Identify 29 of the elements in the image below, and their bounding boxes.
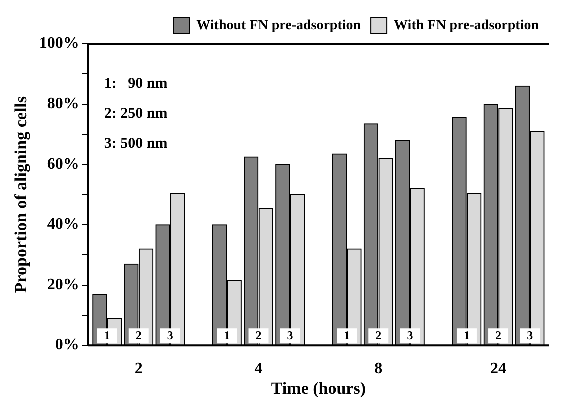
x-tick-label: 3 (407, 328, 414, 343)
x-tick-label: 2 (376, 328, 382, 343)
text: 24 (490, 360, 507, 378)
text: 8 (374, 360, 383, 378)
y-tick-label: 80% (47, 95, 80, 112)
y-tick-label: 0% (55, 336, 80, 354)
x-tick-label: 3 (167, 328, 174, 343)
x-tick-label: 2 (256, 328, 262, 343)
text: 4 (254, 360, 263, 378)
annotation: 3: 500 nm (104, 136, 168, 152)
x-axis-title: Time (hours) (271, 379, 366, 398)
y-axis-title: Proportion of aligning cells (12, 96, 31, 294)
x-tick-label: 1 (224, 328, 230, 343)
x-tick-label: 1 (344, 328, 350, 343)
x-tick-label: 3 (527, 328, 534, 343)
x-tick-label: 1 (104, 328, 110, 343)
x-tick-label: 3 (287, 328, 294, 343)
legend-label: With FN pre-adsorption (394, 18, 540, 34)
y-tick-label: 40% (47, 216, 80, 234)
x-tick-label: 1 (464, 328, 470, 343)
annotation: 2: 250 nm (104, 106, 168, 122)
y-tick-label: 60% (47, 156, 80, 173)
annotation: 1: 90 nm (104, 76, 168, 92)
x-tick-label: 2 (136, 328, 142, 343)
y-tick-label: 100% (39, 35, 80, 52)
y-tick-label: 20% (47, 276, 80, 294)
x-tick-label: 2 (496, 328, 502, 343)
legend-label: Without FN pre-adsorption (196, 18, 362, 34)
text: 2 (134, 360, 143, 378)
